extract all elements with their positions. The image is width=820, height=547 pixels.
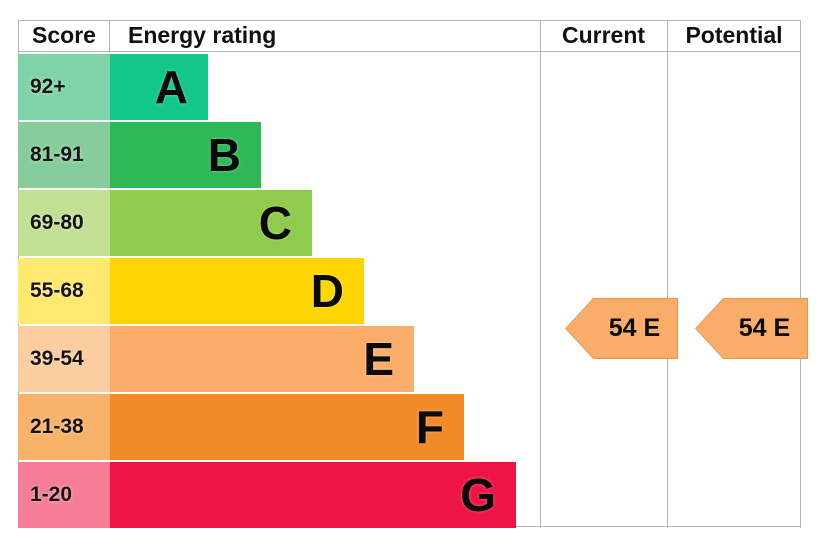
band-letter-g: G bbox=[460, 469, 496, 521]
potential-column-header: Potential bbox=[685, 22, 783, 48]
score-column-header: Score bbox=[18, 21, 110, 51]
band-row-a: 92+ A bbox=[18, 52, 540, 120]
band-row-d: 55-68 D bbox=[18, 256, 540, 324]
chart-header-row: Score Energy rating Current Potential bbox=[18, 21, 801, 52]
current-rating-value: 54 E bbox=[566, 299, 677, 358]
rating-bar-b: B bbox=[110, 122, 261, 188]
score-range-f: 21-38 bbox=[18, 394, 110, 460]
rating-bands: 92+ A 81-91 B 69-80 C 55-68 D 39-54 E 21-38 F 1-20 G bbox=[18, 52, 540, 528]
rating-bar-g: G bbox=[110, 462, 516, 528]
band-row-e: 39-54 E bbox=[18, 324, 540, 392]
score-range-d: 55-68 bbox=[18, 258, 110, 324]
band-letter-b: B bbox=[207, 129, 241, 181]
score-range-a: 92+ bbox=[18, 54, 110, 120]
potential-rating-value: 54 E bbox=[696, 299, 807, 358]
band-letter-d: D bbox=[310, 265, 344, 317]
rating-bar-a: A bbox=[110, 54, 208, 120]
score-range-e: 39-54 bbox=[18, 326, 110, 392]
band-letter-a: A bbox=[154, 61, 188, 113]
energy-rating-column-header: Energy rating bbox=[128, 22, 277, 48]
column-separator-current bbox=[540, 21, 541, 528]
band-row-b: 81-91 B bbox=[18, 120, 540, 188]
rating-bar-d: D bbox=[110, 258, 364, 324]
score-range-c: 69-80 bbox=[18, 190, 110, 256]
rating-bar-c: C bbox=[110, 190, 312, 256]
potential-rating-arrow: 54 E bbox=[695, 298, 808, 359]
epc-rating-chart: Score Energy rating Current Potential 92… bbox=[18, 20, 808, 528]
band-letter-f: F bbox=[415, 401, 444, 453]
current-rating-arrow: 54 E bbox=[565, 298, 678, 359]
column-separator-potential bbox=[667, 21, 668, 528]
band-row-c: 69-80 C bbox=[18, 188, 540, 256]
score-range-g: 1-20 bbox=[18, 462, 110, 528]
rating-bar-f: F bbox=[110, 394, 464, 460]
table-right-border bbox=[800, 21, 801, 528]
current-column-header: Current bbox=[561, 22, 646, 48]
score-range-b: 81-91 bbox=[18, 122, 110, 188]
band-row-g: 1-20 G bbox=[18, 460, 540, 528]
band-letter-c: C bbox=[258, 197, 292, 249]
band-row-f: 21-38 F bbox=[18, 392, 540, 460]
band-letter-e: E bbox=[363, 333, 394, 385]
rating-bar-e: E bbox=[110, 326, 414, 392]
